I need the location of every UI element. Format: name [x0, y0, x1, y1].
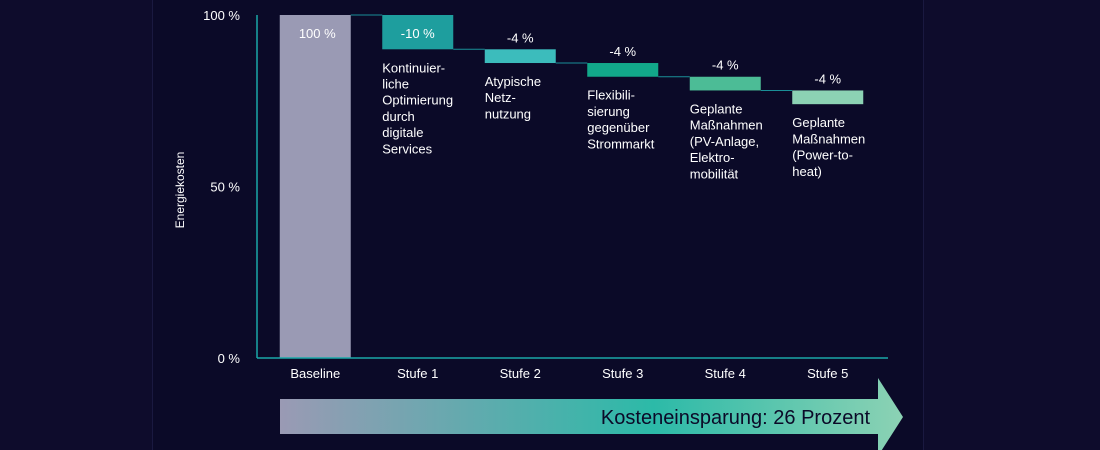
step-description-line: nutzung: [485, 106, 531, 121]
savings-arrow: [280, 378, 903, 450]
step-description-line: Optimierung: [382, 93, 453, 108]
step-description-line: Strommarkt: [587, 136, 655, 151]
bar-stufe-3: [587, 63, 659, 77]
step-description-line: Flexibili-: [587, 88, 635, 103]
bar-stufe-1: [382, 15, 454, 50]
step-description-line: Services: [382, 141, 432, 156]
step-description-line: Kontinuier-: [382, 60, 445, 75]
step-description-line: Elektro-: [690, 150, 735, 165]
step-description-line: mobilität: [690, 166, 739, 181]
x-tick-label: Baseline: [290, 366, 340, 381]
bar-stufe-2: [484, 49, 556, 64]
step-description-line: Atypische: [485, 74, 541, 89]
step-description-line: liche: [382, 77, 409, 92]
step-description-line: (Power-to-: [792, 148, 853, 163]
step-description-line: Maßnahmen: [792, 131, 865, 146]
value-label: -4 %: [507, 30, 534, 45]
savings-arrow-label: Kosteneinsparung: 26 Prozent: [601, 407, 871, 429]
step-description-line: digitale: [382, 125, 423, 140]
x-tick-label: Stufe 2: [500, 366, 541, 381]
step-description-line: durch: [382, 109, 415, 124]
value-label: 100 %: [299, 26, 336, 41]
x-tick-label: Stufe 3: [602, 366, 643, 381]
bar-baseline: [279, 15, 351, 358]
step-description-line: heat): [792, 164, 822, 179]
bar-stufe-5: [792, 90, 864, 105]
y-axis-label: Energiekosten: [173, 152, 187, 229]
value-label: -10 %: [401, 26, 435, 41]
value-label: -4 %: [609, 44, 636, 59]
step-description-line: gegenüber: [587, 120, 650, 135]
y-tick-label: 50 %: [210, 180, 240, 195]
step-description-line: (PV-Anlage,: [690, 134, 759, 149]
step-description-line: Geplante: [690, 101, 743, 116]
bar-stufe-4: [689, 76, 761, 91]
x-tick-label: Stufe 1: [397, 366, 438, 381]
step-description-line: Maßnahmen: [690, 118, 763, 133]
y-tick-label: 0 %: [218, 351, 241, 366]
y-tick-label: 100 %: [203, 8, 240, 23]
x-tick-label: Stufe 4: [705, 366, 746, 381]
value-label: -4 %: [814, 71, 841, 86]
step-description-line: Netz-: [485, 90, 516, 105]
step-description-line: sierung: [587, 104, 630, 119]
step-description-line: Geplante: [792, 115, 845, 130]
value-label: -4 %: [712, 58, 739, 73]
x-tick-label: Stufe 5: [807, 366, 848, 381]
